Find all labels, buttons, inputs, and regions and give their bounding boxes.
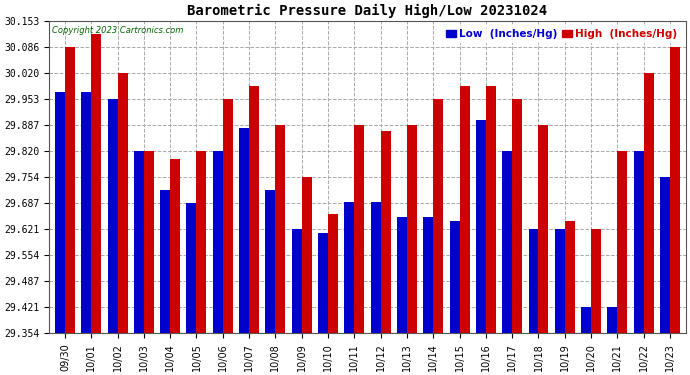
Bar	[170, 159, 180, 333]
Bar	[117, 73, 128, 333]
Bar	[433, 99, 443, 333]
Legend: Low  (Inches/Hg), High  (Inches/Hg): Low (Inches/Hg), High (Inches/Hg)	[442, 26, 680, 42]
Bar	[486, 86, 496, 333]
Bar	[134, 151, 144, 333]
Bar	[355, 125, 364, 333]
Bar	[213, 151, 223, 333]
Bar	[450, 221, 460, 333]
Bar	[555, 229, 565, 333]
Bar	[565, 221, 575, 333]
Bar	[381, 132, 391, 333]
Bar	[423, 217, 433, 333]
Bar	[591, 229, 601, 333]
Bar	[302, 177, 312, 333]
Bar	[644, 73, 653, 333]
Bar	[266, 190, 275, 333]
Bar	[460, 86, 470, 333]
Bar	[55, 92, 65, 333]
Bar	[91, 34, 101, 333]
Bar	[81, 92, 91, 333]
Bar	[186, 203, 197, 333]
Bar	[618, 151, 627, 333]
Bar	[318, 233, 328, 333]
Bar	[328, 213, 338, 333]
Bar	[538, 125, 549, 333]
Bar	[476, 120, 486, 333]
Bar	[292, 229, 302, 333]
Bar	[371, 202, 381, 333]
Bar	[529, 229, 538, 333]
Bar	[65, 47, 75, 333]
Bar	[512, 99, 522, 333]
Bar	[670, 47, 680, 333]
Bar	[407, 125, 417, 333]
Bar	[223, 99, 233, 333]
Bar	[581, 307, 591, 333]
Text: Copyright 2023 Cartronics.com: Copyright 2023 Cartronics.com	[52, 26, 184, 34]
Bar	[160, 190, 170, 333]
Bar	[249, 86, 259, 333]
Bar	[197, 151, 206, 333]
Bar	[275, 125, 286, 333]
Bar	[108, 99, 117, 333]
Title: Barometric Pressure Daily High/Low 20231024: Barometric Pressure Daily High/Low 20231…	[188, 4, 548, 18]
Bar	[344, 202, 355, 333]
Bar	[239, 128, 249, 333]
Bar	[607, 307, 618, 333]
Bar	[502, 151, 512, 333]
Bar	[660, 177, 670, 333]
Bar	[397, 217, 407, 333]
Bar	[633, 151, 644, 333]
Bar	[144, 151, 154, 333]
